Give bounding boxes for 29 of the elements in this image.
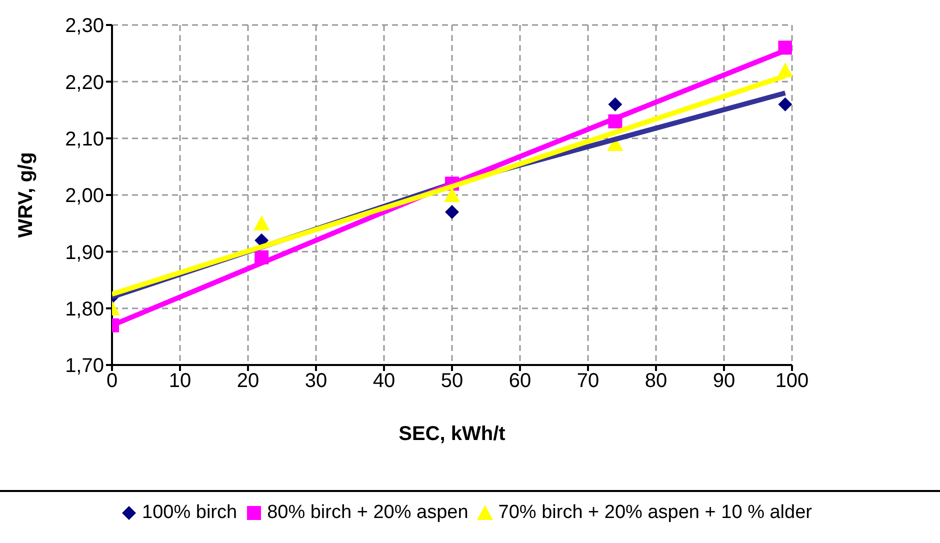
point	[777, 62, 792, 78]
legend-label: 100% birch	[142, 502, 238, 523]
y-tick-label: 1,90	[65, 242, 104, 264]
x-tick-label: 80	[644, 370, 668, 392]
x-tick-label: 20	[236, 370, 260, 392]
x-axis-title: SEC, kWh/t	[398, 423, 506, 445]
y-tick-label: 2,10	[65, 128, 104, 150]
x-tick-label: 70	[576, 370, 600, 392]
legend-label: 70% birch + 20% aspen + 10 % alder	[498, 502, 812, 523]
x-tick-label: 30	[304, 370, 328, 392]
x-tick-label: 40	[372, 370, 396, 392]
point	[608, 97, 622, 112]
point	[445, 205, 459, 219]
point	[444, 187, 460, 202]
legend-label: 80% birch + 20% aspen	[267, 502, 468, 523]
y-tick-label: 1,80	[65, 298, 104, 320]
y-tick-label: 1,70	[65, 355, 104, 378]
x-tick-label: 50	[440, 370, 464, 392]
y-tick-label: 2,30	[65, 15, 104, 38]
x-tick-label: 90	[712, 370, 736, 392]
point	[778, 97, 792, 112]
x-tick-label: 60	[508, 370, 532, 392]
x-tick-label: 0	[106, 370, 118, 392]
y-axis-title: WRV, g/g	[15, 152, 38, 238]
y-tick-label: 2,20	[65, 72, 104, 94]
point	[254, 215, 270, 230]
x-tick-label: 100	[775, 370, 809, 392]
x-tick-label: 10	[168, 370, 192, 392]
y-tick-label: 2,00	[65, 185, 104, 208]
